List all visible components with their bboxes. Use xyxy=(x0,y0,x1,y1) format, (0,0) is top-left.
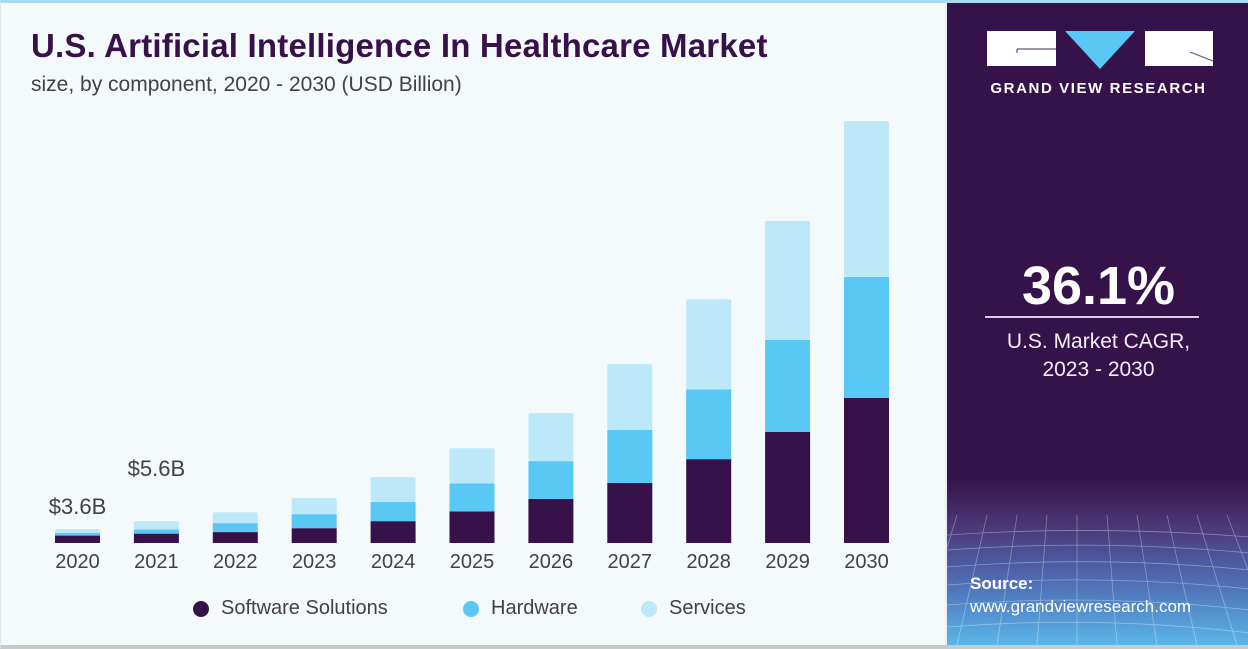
x-tick-label-2022: 2022 xyxy=(213,551,258,573)
legend-swatch-services xyxy=(641,600,657,617)
bar-software-solutions-2021 xyxy=(133,533,179,543)
bar-services-2022 xyxy=(212,512,258,524)
bar-services-2030 xyxy=(844,121,889,278)
bar-stack-2024 xyxy=(370,477,416,543)
x-tick-label-2024: 2024 xyxy=(371,551,416,573)
cagr-value: 36.1% xyxy=(1021,256,1176,316)
data-label-2021: $5.6B xyxy=(128,456,186,481)
legend-label-software: Software Solutions xyxy=(221,597,388,619)
bar-services-2025 xyxy=(449,448,495,484)
bar-hardware-2023 xyxy=(291,514,337,529)
bar-software-solutions-2027 xyxy=(607,482,653,543)
bar-software-solutions-2022 xyxy=(212,532,258,543)
gvr-logo-icon xyxy=(987,31,1214,69)
bar-services-2027 xyxy=(607,363,653,430)
source-url[interactable]: www.grandviewresearch.com xyxy=(970,597,1192,616)
chart-panel: U.S. Artificial Intelligence In Healthca… xyxy=(1,3,945,645)
bar-hardware-2027 xyxy=(607,429,653,483)
chart-title: U.S. Artificial Intelligence In Healthca… xyxy=(31,27,768,64)
bar-stack-2020 xyxy=(55,528,100,543)
bar-services-2026 xyxy=(528,413,574,462)
legend-item-hardware: Hardware xyxy=(463,597,578,620)
brand-name: GRAND VIEW RESEARCH xyxy=(990,80,1207,97)
stacked-bar-chart: 2020 2021 2022 2023 2024 2025 2026 2027 2028 2029… xyxy=(49,121,889,573)
cagr-divider xyxy=(985,316,1199,318)
bar-software-solutions-2030 xyxy=(844,397,889,543)
legend-swatch-software xyxy=(193,600,209,617)
bar-hardware-2021 xyxy=(133,529,179,534)
bar-hardware-2020 xyxy=(55,532,100,536)
x-tick-label-2020: 2020 xyxy=(55,551,100,573)
sidebar-panel: GRAND VIEW RESEARCH 36.1% U.S. Market CA… xyxy=(945,3,1248,645)
x-tick-label-2025: 2025 xyxy=(450,551,495,573)
bar-software-solutions-2020 xyxy=(55,535,100,543)
bar-stack-2021 xyxy=(133,521,179,543)
bar-hardware-2030 xyxy=(844,277,889,398)
x-tick-label-2027: 2027 xyxy=(608,551,653,573)
cagr-label-line2: 2023 - 2030 xyxy=(1042,358,1155,381)
bar-services-2024 xyxy=(370,477,416,503)
bar-stack-2026 xyxy=(528,413,574,543)
bar-services-2023 xyxy=(291,498,337,515)
bar-stack-2025 xyxy=(449,448,495,543)
cagr-label-line1: U.S. Market CAGR, xyxy=(1006,330,1191,353)
bar-stack-2028 xyxy=(686,299,732,543)
bar-hardware-2026 xyxy=(528,461,574,499)
bar-hardware-2022 xyxy=(212,523,258,533)
chart-legend: Software Solutions Hardware Services xyxy=(1,597,945,625)
x-tick-label-2026: 2026 xyxy=(529,551,574,573)
bar-software-solutions-2026 xyxy=(528,498,574,543)
chart-subtitle: size, by component, 2020 - 2030 (USD Bil… xyxy=(31,73,462,96)
grid-mesh-decoration xyxy=(947,515,1248,645)
bar-hardware-2029 xyxy=(765,339,811,432)
cagr-label: U.S. Market CAGR, 2023 - 2030 xyxy=(947,328,1248,384)
data-label-2020: $3.6B xyxy=(49,494,107,519)
bar-services-2021 xyxy=(133,521,179,530)
source-label: Source: xyxy=(970,574,1034,593)
legend-label-hardware: Hardware xyxy=(491,597,578,619)
bar-hardware-2025 xyxy=(449,483,495,512)
legend-swatch-hardware xyxy=(463,600,479,617)
bar-stack-2027 xyxy=(607,363,653,543)
bar-services-2028 xyxy=(686,299,732,390)
legend-label-services: Services xyxy=(669,597,746,619)
x-tick-label-2029: 2029 xyxy=(765,551,810,573)
bar-software-solutions-2024 xyxy=(370,521,416,543)
x-tick-label-2021: 2021 xyxy=(134,551,179,573)
bar-stack-2030 xyxy=(844,121,889,543)
x-tick-label-2023: 2023 xyxy=(292,551,337,573)
bar-hardware-2024 xyxy=(370,502,416,522)
bar-software-solutions-2025 xyxy=(449,511,495,543)
x-tick-label-2028: 2028 xyxy=(686,551,731,573)
x-tick-label-2030: 2030 xyxy=(844,551,889,573)
bar-services-2020 xyxy=(55,528,100,533)
bar-stack-2029 xyxy=(765,220,811,543)
bar-hardware-2028 xyxy=(686,389,732,460)
bar-stack-2023 xyxy=(291,498,337,543)
bar-software-solutions-2028 xyxy=(686,459,732,543)
bar-stack-2022 xyxy=(212,512,258,543)
bar-software-solutions-2029 xyxy=(765,431,811,543)
bar-services-2029 xyxy=(765,220,811,340)
legend-item-software: Software Solutions xyxy=(193,597,388,620)
bar-software-solutions-2023 xyxy=(291,528,337,543)
legend-item-services: Services xyxy=(641,597,746,620)
